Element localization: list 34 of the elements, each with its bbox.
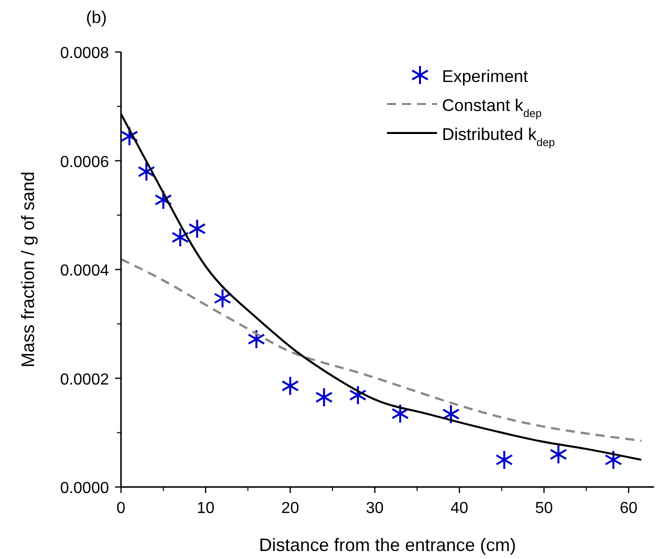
y-tick-label: 0.0000 xyxy=(60,480,110,497)
point xyxy=(550,444,568,464)
point xyxy=(604,450,622,470)
point xyxy=(391,404,409,424)
point xyxy=(248,329,266,350)
x-tick-label: 20 xyxy=(281,500,300,517)
point xyxy=(138,162,156,182)
y-tick-label: 0.0008 xyxy=(60,45,110,62)
legend-label: Distributed k$_{dep}$ xyxy=(442,125,555,149)
legend-label: Experiment xyxy=(442,67,528,86)
point xyxy=(154,190,172,210)
line-series xyxy=(120,258,642,442)
y-tick-label: 0.0004 xyxy=(60,262,110,280)
point xyxy=(281,376,299,396)
point xyxy=(349,385,367,406)
x-tick-label: 60 xyxy=(620,500,638,517)
point xyxy=(214,288,232,308)
y-tick-label: 0.0002 xyxy=(60,371,110,388)
y-axis-title: Mass fraction / g of sand xyxy=(18,171,38,368)
x-tick-label: 10 xyxy=(196,500,215,517)
point xyxy=(188,218,206,239)
y-tick-label: 0.0006 xyxy=(60,154,110,171)
point xyxy=(171,227,190,248)
x-axis-title: Distance from the entrance (cm) xyxy=(258,535,516,555)
point xyxy=(442,404,460,424)
point xyxy=(315,387,333,408)
legend-label: Constant k$_{dep}$ xyxy=(442,96,542,120)
point xyxy=(120,126,138,146)
x-tick-label: 0 xyxy=(116,500,126,517)
chart-title: (b) xyxy=(86,8,107,27)
x-tick-label: 30 xyxy=(366,500,384,517)
x-tick-label: 50 xyxy=(535,500,554,517)
point xyxy=(495,450,514,470)
x-tick-label: 40 xyxy=(450,500,468,517)
